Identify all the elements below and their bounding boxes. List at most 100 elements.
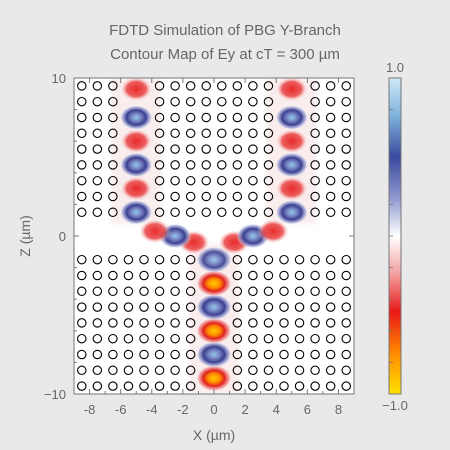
x-tick-label: 8 (335, 402, 342, 417)
x-tick-label: -4 (146, 402, 158, 417)
lattice-hole (185, 333, 196, 344)
lattice-hole (92, 144, 103, 154)
lattice-hole (263, 286, 274, 297)
lattice-hole (77, 207, 87, 218)
lattice-hole (279, 333, 289, 344)
lattice-hole (92, 302, 103, 312)
lattice-hole (341, 144, 351, 154)
y-tick-label: 0 (59, 229, 66, 244)
lattice-hole (263, 96, 274, 107)
lattice-hole (139, 318, 149, 328)
lattice-hole (154, 191, 165, 202)
lattice-hole (310, 128, 320, 139)
lattice-hole (325, 270, 336, 281)
lattice-hole (154, 144, 165, 154)
lattice-hole (325, 81, 336, 91)
y-axis-label: Z (µm) (17, 215, 33, 257)
field-lobe (196, 364, 232, 392)
lattice-hole (108, 349, 118, 360)
lattice-hole (341, 318, 351, 328)
lattice-hole (310, 254, 320, 265)
lattice-hole (248, 333, 258, 344)
x-tick-label: 4 (273, 402, 280, 417)
lattice-hole (310, 160, 320, 170)
lattice-hole (294, 333, 305, 344)
lattice-hole (341, 128, 351, 139)
lattice-hole (248, 270, 258, 281)
lattice-hole (123, 286, 134, 297)
lattice-hole (248, 286, 258, 297)
lattice-hole (341, 302, 351, 312)
lattice-hole (201, 112, 211, 123)
lattice-hole (263, 254, 274, 265)
lattice-hole (232, 144, 243, 154)
lattice-hole (77, 144, 87, 154)
lattice-hole (341, 286, 351, 297)
lattice-hole (77, 96, 87, 107)
lattice-hole (325, 96, 336, 107)
x-tick-label: -6 (115, 402, 127, 417)
lattice-hole (325, 381, 336, 391)
lattice-hole (232, 286, 243, 297)
lattice-hole (185, 81, 196, 91)
x-tick-label: -8 (84, 402, 96, 417)
lattice-hole (154, 160, 165, 170)
lattice-hole (325, 207, 336, 218)
lattice-hole (248, 144, 258, 154)
lattice-hole (232, 96, 243, 107)
lattice-hole (263, 160, 274, 170)
lattice-hole (325, 302, 336, 312)
lattice-hole (77, 175, 87, 186)
field-lobe (275, 199, 309, 225)
lattice-hole (108, 302, 118, 312)
chart-title: FDTD Simulation of PBG Y-Branch (109, 22, 341, 39)
lattice-hole (123, 302, 134, 312)
lattice-hole (185, 191, 196, 202)
x-axis-label: X (µm) (193, 427, 235, 443)
lattice-hole (77, 128, 87, 139)
lattice-hole (341, 254, 351, 265)
lattice-hole (185, 96, 196, 107)
lattice-hole (139, 349, 149, 360)
lattice-hole (123, 254, 134, 265)
lattice-hole (170, 81, 180, 91)
lattice-hole (232, 318, 243, 328)
lattice-hole (310, 270, 320, 281)
lattice-hole (248, 112, 258, 123)
lattice-hole (310, 318, 320, 328)
lattice-hole (263, 302, 274, 312)
lattice-hole (279, 254, 289, 265)
lattice-hole (217, 175, 227, 186)
lattice-hole (123, 365, 134, 376)
lattice-hole (294, 302, 305, 312)
lattice-hole (154, 349, 165, 360)
lattice-hole (217, 128, 227, 139)
lattice-hole (201, 175, 211, 186)
lattice-hole (77, 254, 87, 265)
lattice-hole (108, 175, 118, 186)
lattice-hole (294, 349, 305, 360)
lattice-hole (170, 144, 180, 154)
lattice-hole (263, 333, 274, 344)
lattice-hole (108, 96, 118, 107)
lattice-hole (294, 286, 305, 297)
lattice-hole (108, 270, 118, 281)
lattice-hole (154, 286, 165, 297)
lattice-hole (77, 81, 87, 91)
lattice-hole (77, 333, 87, 344)
lattice-hole (232, 254, 243, 265)
lattice-hole (185, 302, 196, 312)
lattice-hole (263, 112, 274, 123)
lattice-hole (263, 175, 274, 186)
lattice-hole (263, 349, 274, 360)
field-lobe (196, 246, 232, 273)
lattice-hole (170, 333, 180, 344)
lattice-hole (92, 333, 103, 344)
lattice-hole (201, 191, 211, 202)
lattice-hole (170, 191, 180, 202)
lattice-hole (263, 191, 274, 202)
lattice-hole (108, 207, 118, 218)
lattice-hole (92, 365, 103, 376)
lattice-hole (310, 207, 320, 218)
lattice-hole (325, 191, 336, 202)
